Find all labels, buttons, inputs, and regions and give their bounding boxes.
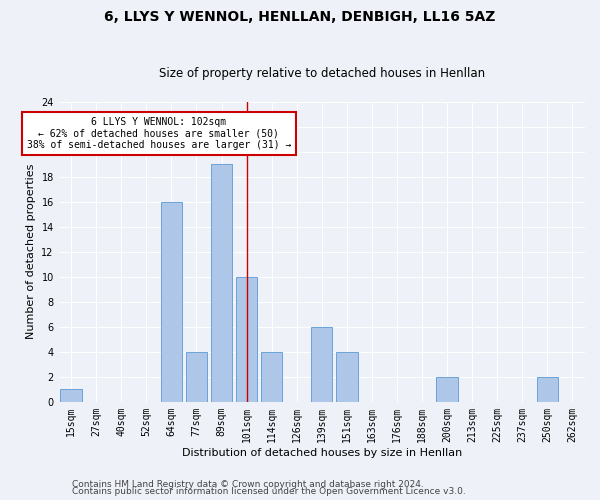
Text: Contains HM Land Registry data © Crown copyright and database right 2024.: Contains HM Land Registry data © Crown c…	[72, 480, 424, 489]
Bar	[236, 276, 257, 402]
Title: Size of property relative to detached houses in Henllan: Size of property relative to detached ho…	[159, 66, 485, 80]
X-axis label: Distribution of detached houses by size in Henllan: Distribution of detached houses by size …	[182, 448, 462, 458]
Bar	[61, 390, 82, 402]
Bar	[161, 202, 182, 402]
Bar	[336, 352, 358, 402]
Bar	[537, 377, 558, 402]
Bar	[186, 352, 207, 402]
Bar	[311, 327, 332, 402]
Bar	[436, 377, 458, 402]
Text: Contains public sector information licensed under the Open Government Licence v3: Contains public sector information licen…	[72, 487, 466, 496]
Bar	[211, 164, 232, 402]
Text: 6, LLYS Y WENNOL, HENLLAN, DENBIGH, LL16 5AZ: 6, LLYS Y WENNOL, HENLLAN, DENBIGH, LL16…	[104, 10, 496, 24]
Text: 6 LLYS Y WENNOL: 102sqm
← 62% of detached houses are smaller (50)
38% of semi-de: 6 LLYS Y WENNOL: 102sqm ← 62% of detache…	[26, 116, 291, 150]
Y-axis label: Number of detached properties: Number of detached properties	[26, 164, 35, 340]
Bar	[261, 352, 283, 402]
